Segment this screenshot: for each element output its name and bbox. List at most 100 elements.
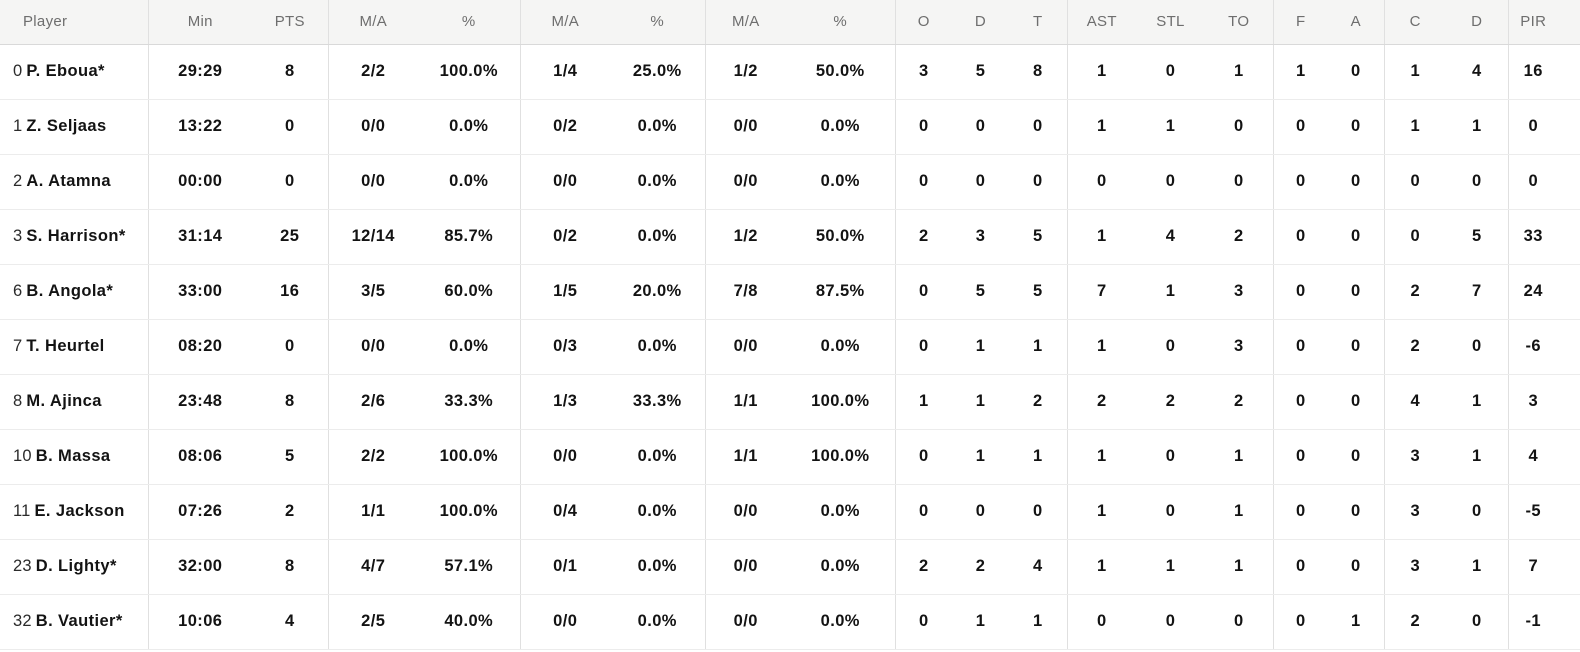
cell-2pt-ma: 0/0 [327, 99, 418, 155]
cell-reb-tot: 4 [1009, 539, 1067, 595]
cell-pts: 5 [252, 429, 328, 485]
cell-reb-off: 0 [894, 264, 952, 320]
cell-min: 07:26 [147, 484, 252, 540]
cell-blk-against: 0 [1328, 374, 1384, 430]
cell-ast: 2 [1066, 374, 1136, 430]
player-cell[interactable]: 2 A. Atamna [0, 154, 148, 210]
cell-pts: 16 [252, 264, 328, 320]
player-name: E. Jackson [34, 502, 125, 520]
cell-fouls-committed: 0 [1383, 209, 1446, 265]
cell-blk-against: 0 [1328, 209, 1384, 265]
cell-pir: 33 [1507, 209, 1580, 265]
jersey-number: 7 [13, 337, 23, 355]
player-row[interactable]: 1 Z. Seljaas 13:22 0 0/0 0.0% 0/2 0.0% 0/… [0, 99, 1580, 155]
player-row[interactable]: 2 A. Atamna 00:00 0 0/0 0.0% 0/0 0.0% 0/0… [0, 154, 1580, 210]
cell-pts: 0 [252, 99, 328, 155]
cell-stl: 0 [1136, 594, 1205, 650]
col-header-ft-ma: M/A [704, 0, 786, 45]
cell-2pt-ma: 4/7 [327, 539, 418, 595]
cell-blk-favor: 0 [1272, 99, 1328, 155]
cell-reb-def: 1 [952, 594, 1009, 650]
cell-ft-ma: 0/0 [704, 484, 786, 540]
cell-fouls-committed: 4 [1383, 374, 1446, 430]
cell-2pt-ma: 2/6 [327, 374, 418, 430]
cell-ast: 1 [1066, 484, 1136, 540]
player-cell[interactable]: 32 B. Vautier* [0, 594, 148, 650]
player-row[interactable]: 32 B. Vautier* 10:06 4 2/5 40.0% 0/0 0.0%… [0, 594, 1580, 650]
cell-reb-def: 1 [952, 374, 1009, 430]
cell-ft-ma: 0/0 [704, 99, 786, 155]
cell-2pt-ma: 1/1 [327, 484, 418, 540]
cell-3pt-pct: 0.0% [610, 99, 705, 155]
cell-ft-pct: 0.0% [786, 99, 895, 155]
cell-fouls-committed: 2 [1383, 264, 1446, 320]
cell-reb-off: 0 [894, 429, 952, 485]
player-cell[interactable]: 7 T. Heurtel [0, 319, 148, 375]
cell-2pt-ma: 12/14 [327, 209, 418, 265]
cell-2pt-ma: 3/5 [327, 264, 418, 320]
cell-to: 0 [1205, 99, 1273, 155]
col-header-3pt-ma: M/A [519, 0, 610, 45]
col-header-ft-pct: % [786, 0, 895, 45]
cell-pir: 3 [1507, 374, 1580, 430]
cell-reb-off: 1 [894, 374, 952, 430]
cell-to: 0 [1205, 154, 1273, 210]
cell-ast: 1 [1066, 429, 1136, 485]
cell-ft-ma: 0/0 [704, 539, 786, 595]
cell-2pt-pct: 85.7% [418, 209, 520, 265]
cell-stl: 2 [1136, 374, 1205, 430]
player-cell[interactable]: 23 D. Lighty* [0, 539, 148, 595]
player-row[interactable]: 10 B. Massa 08:06 5 2/2 100.0% 0/0 0.0% 1… [0, 429, 1580, 485]
player-row[interactable]: 7 T. Heurtel 08:20 0 0/0 0.0% 0/3 0.0% 0/… [0, 319, 1580, 375]
cell-3pt-ma: 1/3 [519, 374, 610, 430]
player-row[interactable]: 23 D. Lighty* 32:00 8 4/7 57.1% 0/1 0.0% … [0, 539, 1580, 595]
jersey-number: 1 [13, 117, 23, 135]
cell-blk-against: 0 [1328, 484, 1384, 540]
cell-3pt-pct: 20.0% [610, 264, 705, 320]
player-row[interactable]: 11 E. Jackson 07:26 2 1/1 100.0% 0/4 0.0%… [0, 484, 1580, 540]
cell-reb-tot: 8 [1009, 44, 1067, 100]
player-name: P. Eboua* [26, 62, 105, 80]
cell-pts: 0 [252, 154, 328, 210]
cell-reb-def: 0 [952, 484, 1009, 540]
jersey-number: 11 [13, 502, 31, 520]
cell-fouls-committed: 1 [1383, 44, 1446, 100]
col-header-3pt-pct: % [610, 0, 705, 45]
cell-ast: 1 [1066, 99, 1136, 155]
cell-ft-ma: 0/0 [704, 319, 786, 375]
player-cell[interactable]: 8 M. Ajinca [0, 374, 148, 430]
player-cell[interactable]: 1 Z. Seljaas [0, 99, 148, 155]
cell-ft-pct: 100.0% [786, 429, 895, 485]
cell-min: 10:06 [147, 594, 252, 650]
player-row[interactable]: 3 S. Harrison* 31:14 25 12/14 85.7% 0/2 0… [0, 209, 1580, 265]
col-header-fouls-drawn: D [1446, 0, 1508, 45]
cell-reb-tot: 1 [1009, 429, 1067, 485]
jersey-number: 32 [13, 612, 32, 630]
player-cell[interactable]: 6 B. Angola* [0, 264, 148, 320]
cell-ft-pct: 0.0% [786, 539, 895, 595]
col-header-to: TO [1205, 0, 1273, 45]
cell-stl: 1 [1136, 264, 1205, 320]
cell-2pt-pct: 100.0% [418, 484, 520, 540]
cell-ft-pct: 100.0% [786, 374, 895, 430]
col-header-pts: PTS [252, 0, 328, 45]
cell-min: 08:20 [147, 319, 252, 375]
cell-min: 23:48 [147, 374, 252, 430]
player-row[interactable]: 0 P. Eboua* 29:29 8 2/2 100.0% 1/4 25.0% … [0, 44, 1580, 100]
player-cell[interactable]: 0 P. Eboua* [0, 44, 148, 100]
cell-reb-tot: 5 [1009, 209, 1067, 265]
cell-fouls-committed: 2 [1383, 319, 1446, 375]
col-header-player: Player [0, 0, 148, 45]
player-name: B. Massa [35, 447, 111, 465]
cell-blk-favor: 0 [1272, 429, 1328, 485]
player-cell[interactable]: 3 S. Harrison* [0, 209, 148, 265]
player-row[interactable]: 6 B. Angola* 33:00 16 3/5 60.0% 1/5 20.0%… [0, 264, 1580, 320]
jersey-number: 23 [13, 557, 32, 575]
cell-2pt-ma: 0/0 [327, 154, 418, 210]
player-row[interactable]: 8 M. Ajinca 23:48 8 2/6 33.3% 1/3 33.3% 1… [0, 374, 1580, 430]
cell-pir: -5 [1507, 484, 1580, 540]
cell-reb-def: 2 [952, 539, 1009, 595]
player-cell[interactable]: 10 B. Massa [0, 429, 148, 485]
cell-fouls-drawn: 0 [1446, 484, 1508, 540]
player-cell[interactable]: 11 E. Jackson [0, 484, 148, 540]
